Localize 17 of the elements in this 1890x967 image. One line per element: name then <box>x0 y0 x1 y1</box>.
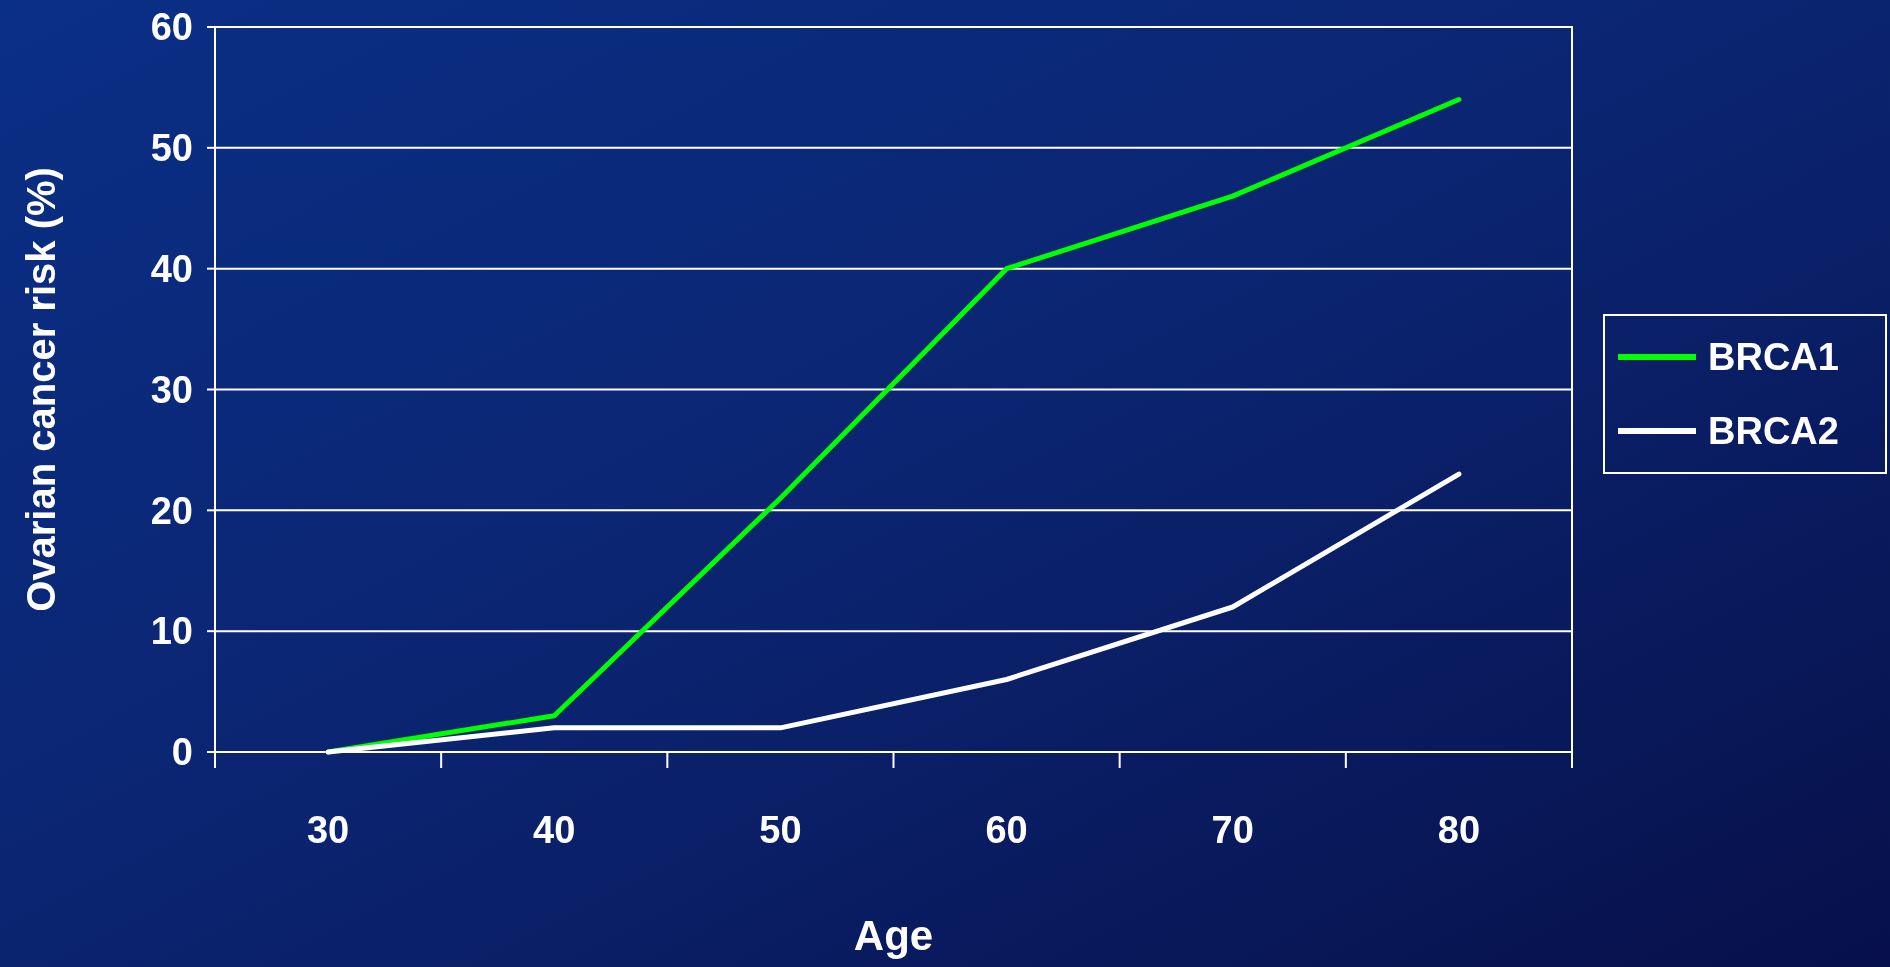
y-tick-label: 20 <box>150 489 193 532</box>
y-tick-label: 50 <box>150 127 193 170</box>
y-axis-title: Ovarian cancer risk (%) <box>19 167 63 612</box>
y-tick-label: 0 <box>171 731 193 774</box>
x-axis-title: Age <box>853 912 934 959</box>
x-tick-label: 40 <box>533 809 576 851</box>
y-tick-label: 10 <box>150 610 193 653</box>
x-tick-label: 60 <box>985 809 1028 851</box>
y-tick-label: 40 <box>150 247 193 290</box>
legend-label: BRCA1 <box>1708 336 1839 379</box>
x-tick-label: 80 <box>1437 809 1481 851</box>
x-tick-label: 30 <box>306 809 350 851</box>
x-tick-label: 70 <box>1211 809 1254 851</box>
y-tick-label: 30 <box>150 368 193 411</box>
x-tick-label: 50 <box>759 809 802 851</box>
y-tick-label: 60 <box>150 6 193 49</box>
legend-label: BRCA2 <box>1708 410 1839 453</box>
